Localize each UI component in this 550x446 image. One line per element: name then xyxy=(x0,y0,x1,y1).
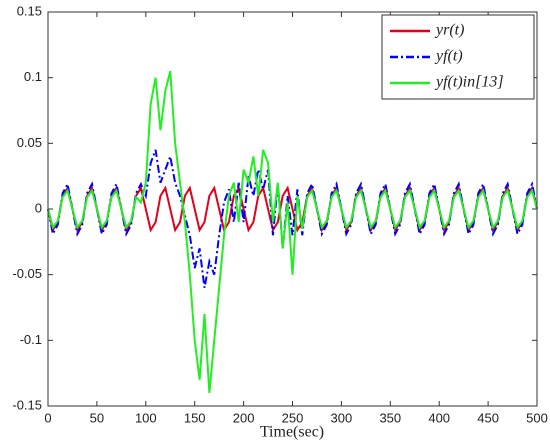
y-tick-label: -0.1 xyxy=(20,332,42,347)
series-line xyxy=(47,149,538,288)
x-tick-label: 400 xyxy=(428,410,450,425)
legend-label: yf(t) xyxy=(434,48,463,65)
x-tick-label: 50 xyxy=(90,410,104,425)
series-line xyxy=(47,70,538,393)
series-line xyxy=(47,185,538,233)
x-tick-label: 450 xyxy=(477,410,499,425)
x-tick-label: 0 xyxy=(44,410,51,425)
x-tick-label: 350 xyxy=(379,410,401,425)
x-tick-label: 250 xyxy=(282,410,304,425)
y-tick-label: -0.05 xyxy=(12,266,42,281)
x-tick-label: 300 xyxy=(331,410,353,425)
x-tick-label: 100 xyxy=(135,410,157,425)
legend-label: yr(t) xyxy=(434,22,464,39)
plot-frame xyxy=(47,11,538,407)
x-axis-label: Time(sec) xyxy=(260,424,324,441)
x-tick-label: 150 xyxy=(184,410,206,425)
y-tick-label: -0.15 xyxy=(12,397,42,412)
x-tick-label: 500 xyxy=(526,410,548,425)
y-tick-label: 0.05 xyxy=(17,135,42,150)
y-tick-label: 0.15 xyxy=(17,3,42,18)
legend-label: yf(t)in[13] xyxy=(434,74,504,91)
y-tick-label: 0.1 xyxy=(24,69,42,84)
y-tick-label: 0 xyxy=(35,200,42,215)
x-tick-label: 200 xyxy=(233,410,255,425)
